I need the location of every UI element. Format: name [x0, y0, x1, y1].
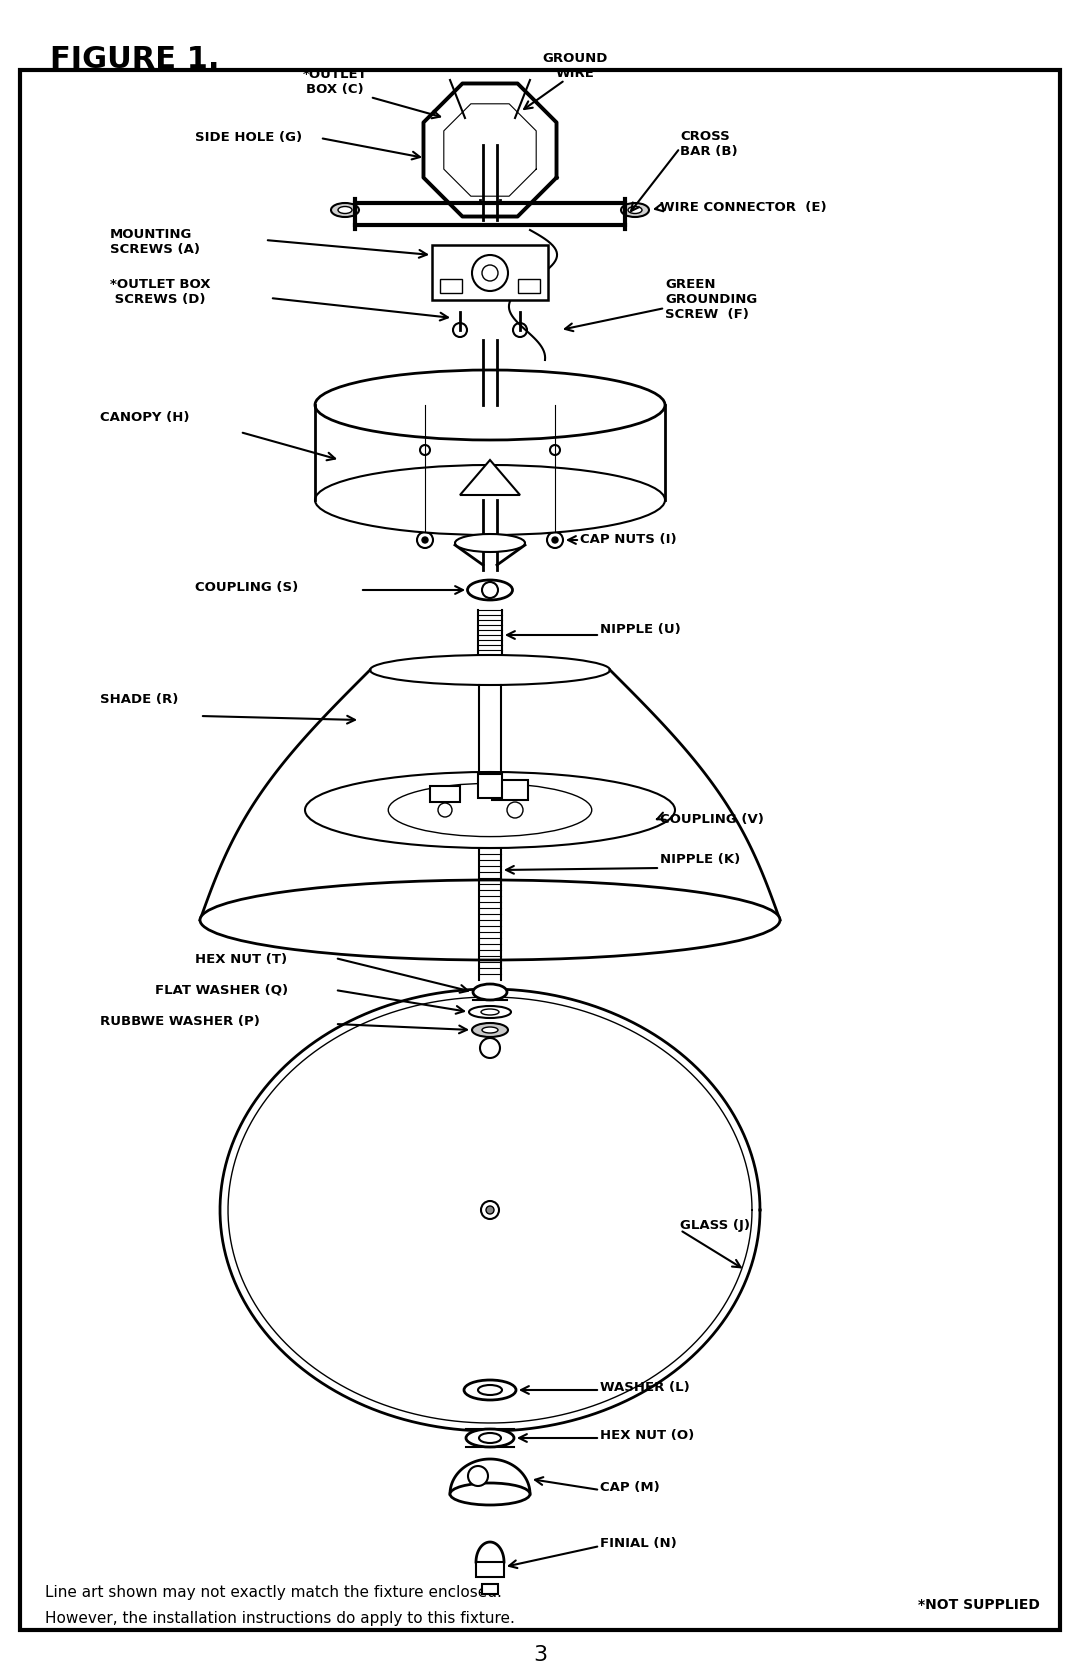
Circle shape	[507, 803, 523, 818]
Text: COUPLING (S): COUPLING (S)	[195, 581, 298, 594]
Ellipse shape	[473, 985, 507, 1000]
Circle shape	[482, 265, 498, 280]
Text: SHADE (R): SHADE (R)	[100, 694, 178, 706]
Bar	[432, 245, 548, 300]
Ellipse shape	[315, 371, 665, 441]
Ellipse shape	[469, 1006, 511, 1018]
Text: HEX NUT (O): HEX NUT (O)	[600, 1429, 694, 1442]
Bar	[482, 1584, 498, 1594]
Text: Line art shown may not exactly match the fixture enclosed.: Line art shown may not exactly match the…	[45, 1584, 502, 1599]
Bar	[440, 279, 462, 294]
Bar	[492, 779, 528, 799]
Text: CAP (M): CAP (M)	[600, 1480, 660, 1494]
Polygon shape	[460, 461, 519, 496]
Circle shape	[481, 1202, 499, 1218]
Ellipse shape	[480, 1434, 501, 1444]
Ellipse shape	[465, 1429, 514, 1447]
Text: COUPLING (V): COUPLING (V)	[660, 813, 764, 826]
Ellipse shape	[388, 783, 592, 836]
Text: FLAT WASHER (Q): FLAT WASHER (Q)	[156, 983, 288, 996]
Ellipse shape	[478, 1385, 502, 1395]
Text: SIDE HOLE (G): SIDE HOLE (G)	[195, 132, 302, 145]
Text: CROSS
BAR (B): CROSS BAR (B)	[680, 130, 738, 159]
Text: However, the installation instructions do apply to this fixture.: However, the installation instructions d…	[45, 1611, 515, 1626]
Text: FIGURE 1.: FIGURE 1.	[50, 45, 219, 75]
Text: RUBBWE WASHER (P): RUBBWE WASHER (P)	[100, 1015, 260, 1028]
Text: NIPPLE (U): NIPPLE (U)	[600, 624, 680, 636]
Ellipse shape	[200, 880, 780, 960]
Ellipse shape	[305, 773, 675, 848]
Text: GLASS (J): GLASS (J)	[680, 1218, 750, 1232]
Ellipse shape	[472, 1023, 508, 1036]
Text: HEX NUT (T): HEX NUT (T)	[195, 953, 287, 966]
Text: CANOPY (H): CANOPY (H)	[100, 412, 189, 424]
Ellipse shape	[481, 1010, 499, 1015]
Bar	[518, 279, 540, 294]
Text: MOUNTING
SCREWS (A): MOUNTING SCREWS (A)	[110, 229, 200, 255]
Ellipse shape	[450, 1484, 530, 1505]
Circle shape	[438, 803, 453, 818]
Circle shape	[480, 1038, 500, 1058]
Text: *OUTLET
BOX (C): *OUTLET BOX (C)	[302, 68, 367, 97]
Text: 3: 3	[532, 1646, 548, 1666]
Circle shape	[486, 1207, 494, 1213]
Text: WASHER (L): WASHER (L)	[600, 1380, 690, 1394]
Ellipse shape	[627, 207, 642, 214]
Ellipse shape	[482, 1026, 498, 1033]
Circle shape	[552, 537, 558, 542]
Bar	[476, 1562, 504, 1577]
Text: CAP NUTS (I): CAP NUTS (I)	[580, 534, 677, 546]
Text: GROUND
WIRE: GROUND WIRE	[542, 52, 608, 80]
Circle shape	[422, 537, 428, 542]
Text: NIPPLE (K): NIPPLE (K)	[660, 853, 740, 866]
Text: *NOT SUPPLIED: *NOT SUPPLIED	[918, 1597, 1040, 1612]
Ellipse shape	[464, 1380, 516, 1400]
Text: *OUTLET BOX
 SCREWS (D): *OUTLET BOX SCREWS (D)	[110, 279, 211, 305]
Ellipse shape	[315, 466, 665, 536]
Circle shape	[472, 255, 508, 290]
Text: GREEN
GROUNDING
SCREW  (F): GREEN GROUNDING SCREW (F)	[665, 279, 757, 320]
Ellipse shape	[338, 207, 352, 214]
Circle shape	[468, 1465, 488, 1485]
Text: FINIAL (N): FINIAL (N)	[600, 1537, 677, 1549]
Bar	[430, 786, 460, 803]
Bar	[478, 774, 502, 798]
Ellipse shape	[330, 204, 359, 217]
Ellipse shape	[621, 204, 649, 217]
Ellipse shape	[455, 534, 525, 552]
Ellipse shape	[468, 581, 513, 599]
Circle shape	[513, 324, 527, 337]
Ellipse shape	[370, 654, 610, 684]
Circle shape	[453, 324, 467, 337]
Text: WIRE CONNECTOR  (E): WIRE CONNECTOR (E)	[660, 202, 826, 215]
